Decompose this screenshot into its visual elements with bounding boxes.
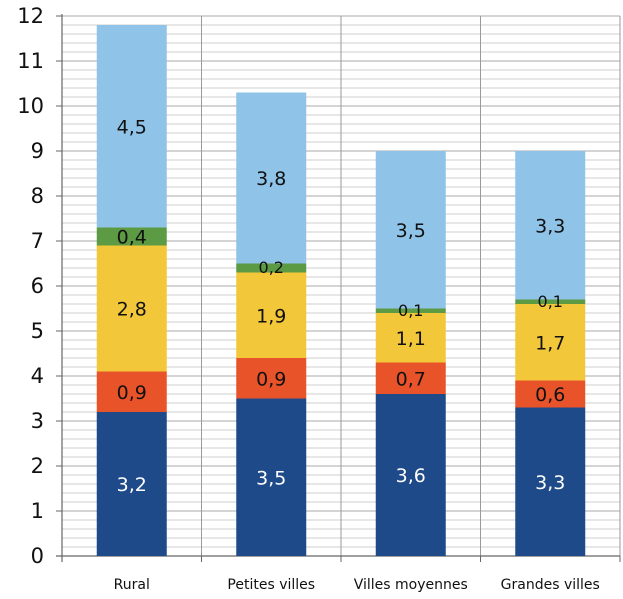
- bar-segment: [375, 151, 446, 309]
- value-label: 2,8: [117, 299, 147, 321]
- bar-segment: [96, 245, 167, 372]
- bar-segment: [96, 25, 167, 228]
- bar-segment: [236, 263, 307, 273]
- value-label: 3,2: [117, 474, 147, 496]
- value-label: 0,7: [396, 368, 426, 390]
- y-tick-label: 4: [31, 364, 44, 388]
- y-tick-label: 10: [17, 94, 44, 118]
- bar-segment: [236, 92, 307, 264]
- x-axis-category-labels: Rural Petites villes Villes moyennes Grande…: [114, 577, 600, 593]
- bar-segment: [236, 358, 307, 399]
- bar-segment: [375, 313, 446, 363]
- value-label: 0,9: [117, 382, 147, 404]
- bar-segment: [515, 299, 586, 304]
- bar-segment: [236, 272, 307, 358]
- value-label: 0,6: [535, 384, 565, 406]
- x-category-label: Grandes villes: [501, 577, 600, 593]
- value-label: 0,4: [117, 227, 147, 249]
- bar-segment: [515, 407, 586, 556]
- x-category-label: Villes moyennes: [354, 577, 468, 593]
- bar-segment: [515, 380, 586, 408]
- value-label: 0,2: [259, 258, 284, 277]
- value-label: 0,1: [538, 292, 563, 311]
- bar-segment: [515, 151, 586, 300]
- y-tick-label: 0: [31, 544, 44, 568]
- y-tick-label: 8: [31, 184, 44, 208]
- bar-segment: [96, 371, 167, 412]
- bar-segment: [96, 227, 167, 246]
- value-label: 0,1: [398, 301, 423, 320]
- x-category-label: Rural: [114, 577, 150, 593]
- bar-segment: [375, 308, 446, 313]
- value-label: 3,3: [535, 215, 565, 237]
- value-label: 1,1: [396, 328, 426, 350]
- y-tick-label: 9: [31, 139, 44, 163]
- bar-segment: [375, 394, 446, 556]
- y-tick-label: 5: [31, 319, 44, 343]
- value-label: 3,5: [256, 467, 286, 489]
- value-label: 1,9: [256, 305, 286, 327]
- value-label: 0,9: [256, 368, 286, 390]
- value-label: 3,5: [396, 220, 426, 242]
- bar-segment: [236, 398, 307, 556]
- y-tick-label: 12: [17, 4, 44, 28]
- y-tick-label: 1: [31, 499, 44, 523]
- bar-segment: [515, 304, 586, 381]
- value-labels: 3,2 0,9 2,8 0,4 4,5 3,5 0,9 1,9 0,2 3,8 3,6 0,7 1,1 0…: [117, 116, 566, 496]
- bar-segments: [96, 25, 586, 556]
- bar-segment: [96, 412, 167, 556]
- y-tick-label: 3: [31, 409, 44, 433]
- value-label: 3,6: [396, 465, 426, 487]
- value-label: 3,3: [535, 472, 565, 494]
- category-separators: [201, 16, 621, 556]
- value-label: 4,5: [117, 116, 147, 138]
- bar-segment: [375, 362, 446, 394]
- value-label: 1,7: [535, 332, 565, 354]
- y-tick-label: 11: [17, 49, 44, 73]
- y-tick-label: 7: [31, 229, 44, 253]
- y-tick-label: 2: [31, 454, 44, 478]
- value-label: 3,8: [256, 168, 286, 190]
- y-tick-label: 6: [31, 274, 44, 298]
- x-category-label: Petites villes: [227, 577, 315, 593]
